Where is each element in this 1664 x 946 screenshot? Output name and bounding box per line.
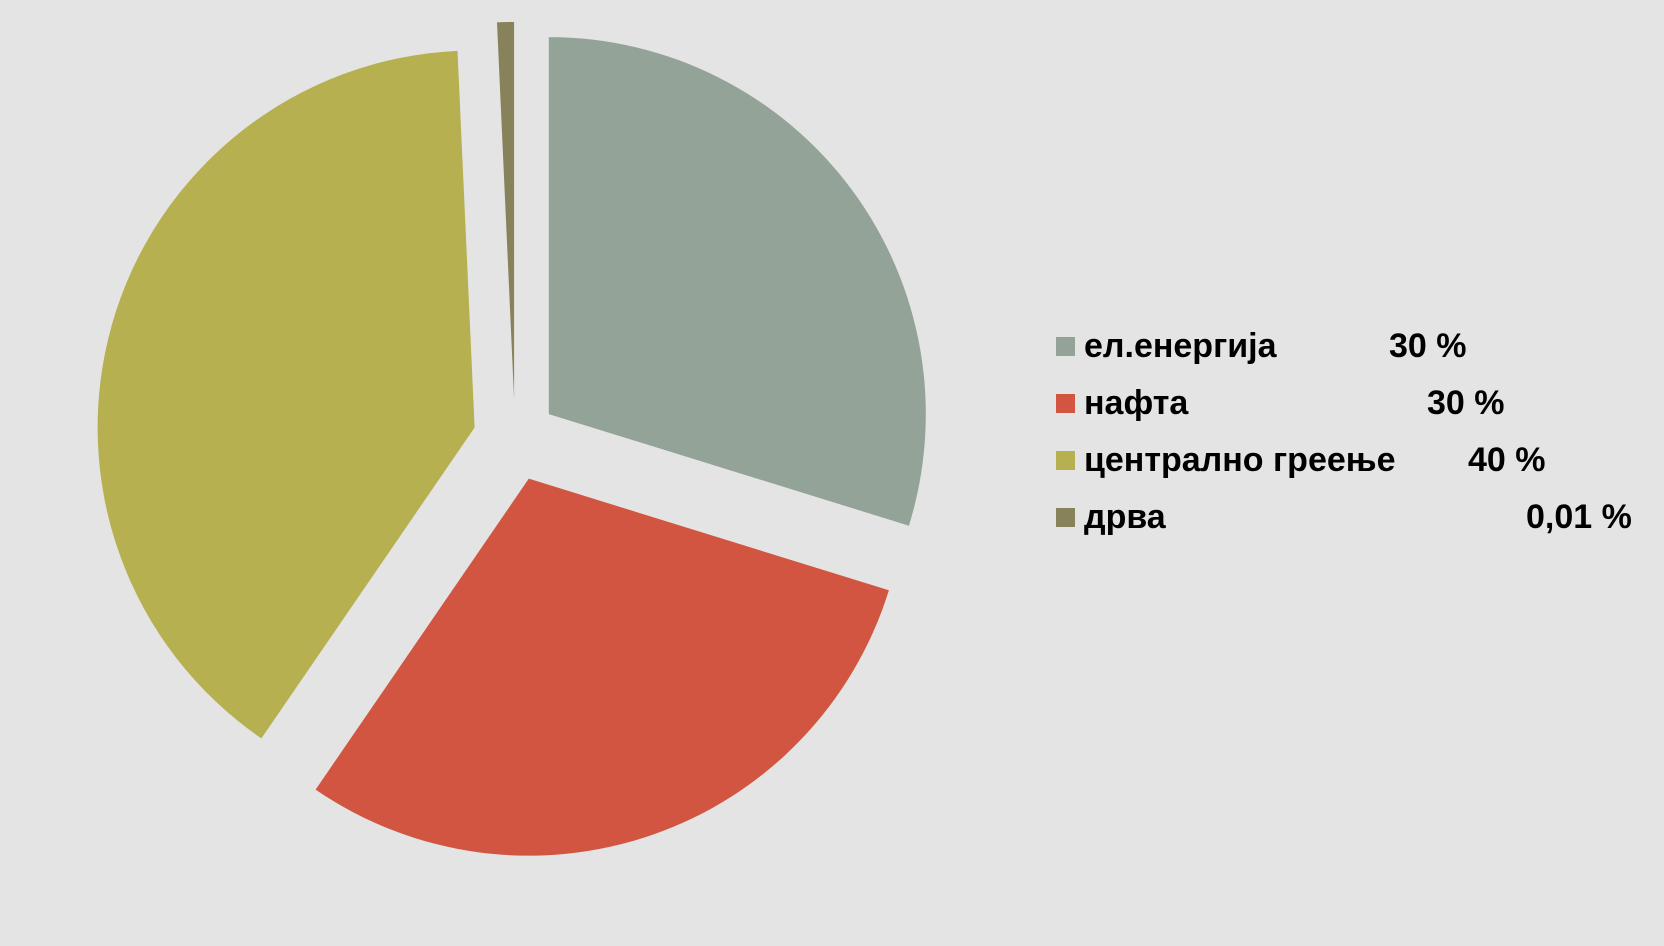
legend-item-firewood: дрва 0,01 % xyxy=(1056,493,1656,550)
legend-swatch-firewood xyxy=(1056,508,1075,527)
legend-item-electricity: ел.енергија 30 % xyxy=(1056,322,1656,379)
legend-swatch-central-heating xyxy=(1056,451,1075,470)
chart-legend: ел.енергија 30 % нафта 30 % централно гр… xyxy=(1056,322,1656,550)
slice-oil xyxy=(315,478,889,856)
slice-firewood xyxy=(496,22,515,400)
legend-value-central-heating: 40 % xyxy=(1468,441,1546,479)
legend-item-oil: нафта 30 % xyxy=(1056,379,1656,436)
legend-label-central-heating: централно греење xyxy=(1084,441,1396,479)
legend-value-oil: 30 % xyxy=(1427,384,1505,422)
legend-swatch-oil xyxy=(1056,394,1075,413)
legend-label-electricity: ел.енергија xyxy=(1084,327,1277,365)
slice-central-heating xyxy=(97,50,475,739)
legend-value-electricity: 30 % xyxy=(1389,327,1467,365)
legend-item-central-heating: централно греење 40 % xyxy=(1056,436,1656,493)
legend-swatch-electricity xyxy=(1056,337,1075,356)
legend-label-firewood: дрва xyxy=(1084,498,1166,536)
legend-label-oil: нафта xyxy=(1084,384,1189,422)
legend-value-firewood: 0,01 % xyxy=(1526,498,1632,536)
slice-electricity xyxy=(548,37,926,526)
